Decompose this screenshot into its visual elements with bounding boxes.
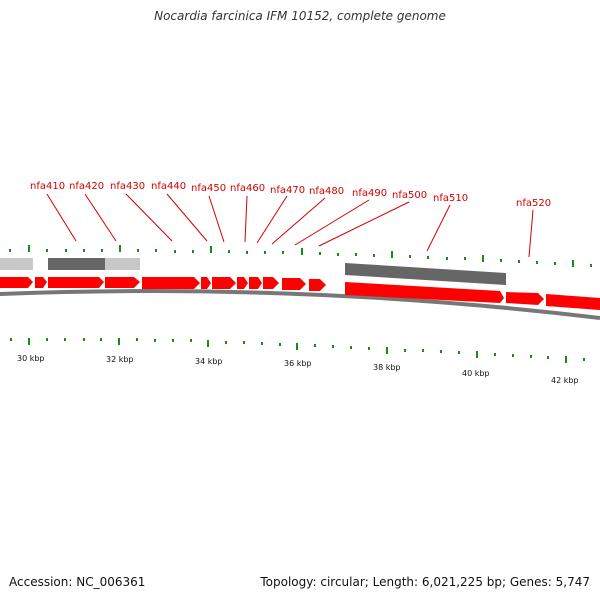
gene-arrow[interactable] [201, 277, 211, 289]
axis-label: 40 kbp [462, 369, 490, 378]
gene-arrow[interactable] [142, 277, 200, 289]
gene-arrow[interactable] [282, 278, 306, 290]
accession-text: Accession: NC_006361 [9, 575, 146, 589]
axis-label: 36 kbp [284, 359, 312, 368]
map-title: Nocardia farcinica IFM 10152, complete g… [154, 9, 446, 23]
ticks-lower [10, 338, 585, 363]
gene-label[interactable]: nfa430 [110, 181, 145, 192]
block[interactable] [0, 258, 33, 270]
gene-label[interactable]: nfa490 [352, 188, 387, 199]
axis-label: 38 kbp [373, 363, 401, 372]
gene-arrow[interactable] [237, 277, 248, 289]
gene-arrow[interactable] [48, 277, 104, 288]
gene-labels: nfa410 nfa420 nfa430 nfa440 nfa450 nfa46… [30, 181, 551, 209]
gene-track [0, 277, 600, 310]
axis-label: 42 kbp [551, 376, 579, 385]
gene-arrow[interactable] [345, 282, 504, 303]
ticks-upper [9, 245, 592, 267]
axis-label: 30 kbp [17, 354, 45, 363]
gene-arrow[interactable] [212, 277, 236, 289]
gene-arrow[interactable] [105, 277, 140, 288]
block[interactable] [345, 263, 506, 285]
gene-arrow[interactable] [546, 294, 600, 310]
gene-label[interactable]: nfa440 [151, 181, 186, 192]
gene-arrow[interactable] [309, 279, 326, 291]
gene-label[interactable]: nfa510 [433, 193, 468, 204]
gene-label[interactable]: nfa450 [191, 183, 226, 194]
block-track [0, 258, 506, 285]
gene-label[interactable]: nfa420 [69, 181, 104, 192]
gene-arrow[interactable] [249, 277, 262, 289]
gene-arrow[interactable] [263, 277, 279, 289]
axis-label: 34 kbp [195, 357, 223, 366]
gene-arrow[interactable] [0, 277, 33, 288]
gene-label[interactable]: nfa500 [392, 190, 427, 201]
gene-label[interactable]: nfa410 [30, 181, 65, 192]
axis-labels: 30 kbp 32 kbp 34 kbp 36 kbp 38 kbp 40 kb… [17, 354, 579, 385]
backbone [0, 289, 600, 320]
axis-label: 32 kbp [106, 355, 134, 364]
gene-label[interactable]: nfa470 [270, 185, 305, 196]
genome-summary: Topology: circular; Length: 6,021,225 bp… [260, 575, 590, 589]
gene-label[interactable]: nfa480 [309, 186, 344, 197]
gene-arrow[interactable] [35, 277, 47, 288]
gene-label[interactable]: nfa460 [230, 183, 265, 194]
gene-label[interactable]: nfa520 [516, 198, 551, 209]
label-leaders [46, 193, 534, 258]
gene-arrow[interactable] [506, 292, 544, 305]
block[interactable] [105, 258, 140, 270]
block[interactable] [48, 258, 105, 270]
